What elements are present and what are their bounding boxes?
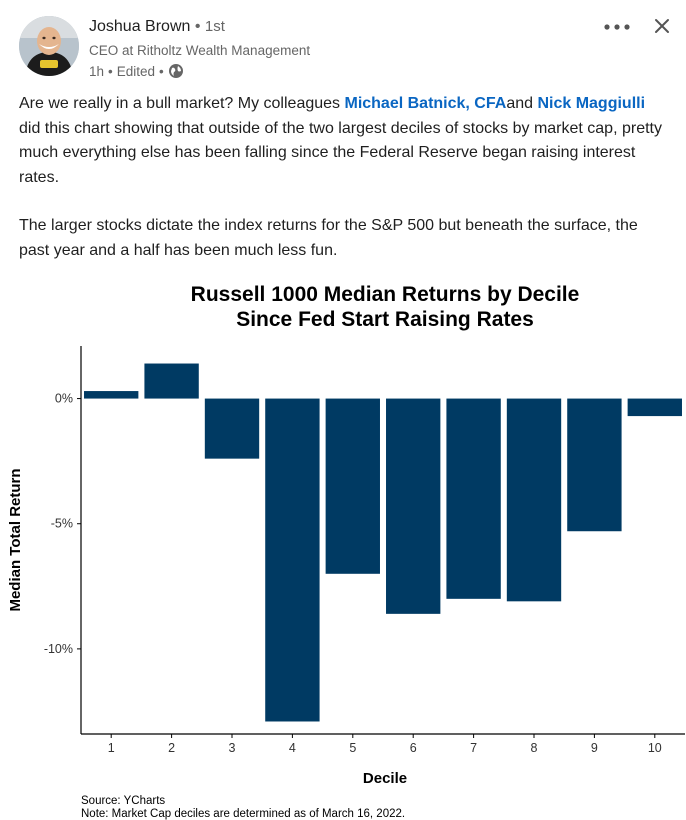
x-tick-label: 10 [648,741,662,755]
chart-bar [144,363,199,399]
mention-link[interactable]: Nick Maggiulli [537,95,646,112]
x-tick-label: 8 [531,741,538,755]
x-tick-label: 1 [108,741,115,755]
x-tick-label: 2 [168,741,175,755]
chart-bar [506,398,562,602]
author-name-line[interactable]: Joshua Brown • 1st [89,18,225,36]
x-axis-label: Decile [363,770,407,787]
y-axis-label: Median Total Return [7,468,24,611]
post-paragraph-1: Are we really in a bull market? My colle… [19,92,669,190]
x-tick-label: 3 [229,741,236,755]
mention-link[interactable]: Michael Batnick, CFA [344,95,507,112]
chart-source: Source: YCharts [81,795,166,807]
separator-dot: • [159,63,164,79]
avatar[interactable] [19,16,79,76]
avatar-image [19,16,79,76]
post-text-segment: did this chart showing that outside of t… [19,119,662,186]
close-button[interactable] [648,12,676,40]
author-name[interactable]: Joshua Brown [89,18,191,35]
bar-chart: 0% -5% -10% 1 2 3 4 5 6 7 8 9 10 Decile Median Total R… [7,346,685,787]
close-icon [655,19,669,33]
post-text-segment: Are we really in a bull market? My colle… [19,95,345,112]
globe-icon [168,63,184,79]
chart-bar [627,398,682,417]
post-paragraph-2: The larger stocks dictate the index retu… [19,217,638,259]
chart-bar [567,398,622,532]
connection-degree: 1st [204,18,225,35]
x-tick-label: 4 [289,741,296,755]
post-text: Are we really in a bull market? My colle… [19,92,669,263]
separator-dot: • [194,18,205,35]
post-text-segment: and [506,95,538,112]
chart-subtitle: Since Fed Start Raising Rates [236,308,534,331]
y-tick-label: 0% [55,392,73,406]
more-horizontal-icon [604,24,630,30]
x-tick-label: 7 [470,741,477,755]
separator-dot: • [108,63,113,79]
x-tick-label: 5 [349,741,356,755]
post-meta: 1h • Edited • [89,63,184,79]
post-header: Joshua Brown • 1st CEO at Ritholtz Wealt… [0,0,686,90]
chart-bar [386,398,441,614]
chart-bar [84,391,139,399]
y-tick-label: -10% [44,642,73,656]
x-tick-label: 6 [410,741,417,755]
post-time: 1h [89,63,105,79]
x-tick-label: 9 [591,741,598,755]
author-headline: CEO at Ritholtz Wealth Management [89,43,311,58]
chart-title: Russell 1000 Median Returns by Decile [190,283,580,306]
edited-label: Edited [116,63,156,79]
chart-bar [265,398,320,722]
chart-bar [204,398,260,459]
y-tick-label: -5% [51,517,73,531]
chart-note: Note: Market Cap deciles are determined … [81,808,406,820]
chart-bar [325,398,380,574]
more-options-button[interactable] [600,14,634,40]
chart-image[interactable]: Russell 1000 Median Returns by Decile Si… [0,270,686,820]
chart-bar [446,398,501,599]
